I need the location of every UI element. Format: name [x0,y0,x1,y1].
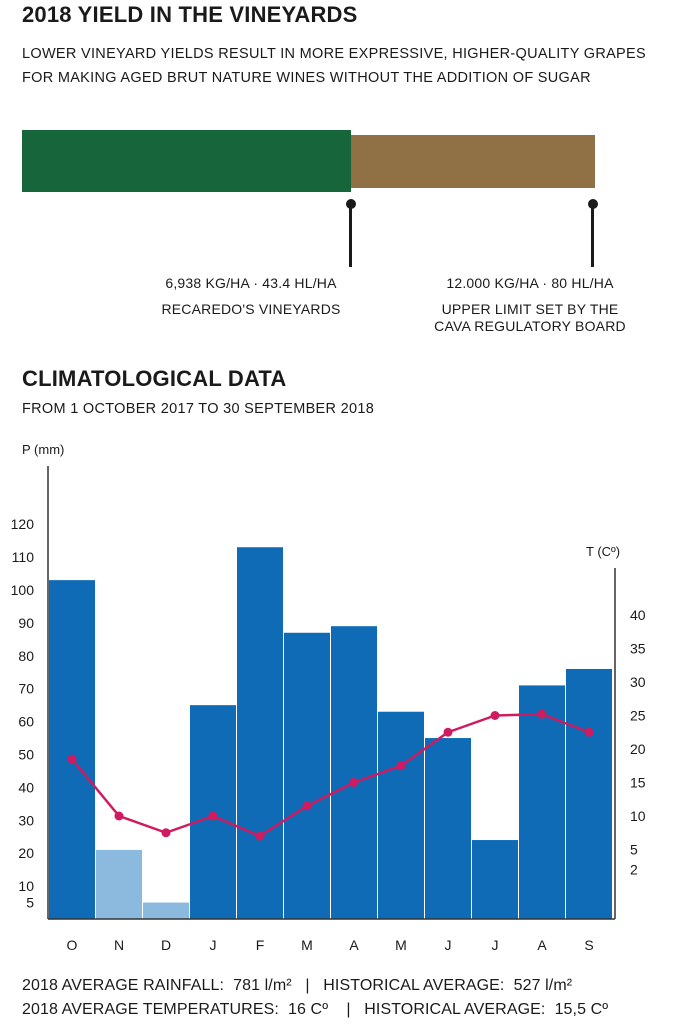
rainfall-bar [49,580,95,919]
limit-label-line1: UPPER LIMIT SET BY THE [441,301,619,317]
rainfall-stats: 2018 AVERAGE RAINFALL: 781 l/m² | HISTOR… [22,977,572,995]
temperature-point [537,709,547,719]
left-tick-label: 60 [18,714,34,730]
temperature-point [114,811,124,821]
rainfall-bar [425,738,471,919]
left-tick-label: 40 [18,779,34,795]
left-tick-label: 80 [18,648,34,664]
rainfall-bar [378,711,424,919]
left-tick-label: 5 [26,895,34,911]
limit-label-line2: CAVA REGULATORY BOARD [434,318,626,334]
rainfall-bar [519,685,565,919]
recaredo-yield-label: RECAREDO'S VINEYARDS [161,301,341,317]
left-tick-label: 90 [18,615,34,631]
temperature-point [443,727,453,737]
rainfall-bars [49,547,612,919]
temperature-point [67,754,77,764]
temperature-line [67,709,594,841]
x-tick-label: D [161,937,171,953]
temperature-point [396,761,406,771]
temperature-point [302,801,312,811]
left-axis-title: P (mm) [22,442,64,457]
temperature-separator: | [346,1001,351,1018]
right-tick-label: 20 [630,741,646,757]
chart-axes [47,466,616,920]
x-tick-label: M [301,937,313,953]
chart-labels: 5102030405060708090100110120251015202530… [11,442,646,953]
limit-yield-label: UPPER LIMIT SET BY THE CAVA REGULATORY B… [400,301,660,335]
recaredo-pin-line [349,204,352,267]
rainfall-hist-value: 527 l/m² [513,977,573,994]
right-axis-title: T (Cº) [586,544,620,559]
right-tick-label: 25 [630,708,646,724]
x-tick-label: F [256,937,265,953]
temperature-label: 2018 AVERAGE TEMPERATURES: [22,1001,279,1018]
right-tick-label: 30 [630,674,646,690]
right-tick-label: 10 [630,808,646,824]
recaredo-yield-value: 6,938 KG/HA · 43.4 HL/HA [165,275,337,291]
rainfall-bar [143,902,189,919]
rainfall-separator: | [305,977,310,994]
right-tick-label: 40 [630,607,646,623]
temperature-point [208,811,218,821]
right-tick-label: 5 [630,842,638,858]
x-tick-label: A [537,937,547,953]
x-tick-label: J [445,937,452,953]
left-tick-label: 50 [18,747,34,763]
x-tick-label: S [584,937,593,953]
climate-chart: 5102030405060708090100110120251015202530… [11,442,646,953]
left-tick-label: 110 [12,549,35,565]
x-tick-label: N [114,937,124,953]
temperature-line-path [71,712,590,838]
temperature-point [349,778,359,787]
left-tick-label: 20 [18,845,34,861]
x-tick-label: J [492,937,499,953]
rainfall-bar [331,626,377,919]
yield-title: 2018 YIELD IN THE VINEYARDS [22,2,358,27]
left-tick-label: 120 [11,516,35,532]
rainfall-hist-label: HISTORICAL AVERAGE: [323,977,505,994]
x-tick-label: A [349,937,359,953]
limit-yield-value: 12.000 KG/HA · 80 HL/HA [446,275,614,291]
x-tick-label: J [210,937,217,953]
climate-title: CLIMATOLOGICAL DATA [22,366,287,391]
yield-description: LOWER VINEYARD YIELDS RESULT IN MORE EXP… [22,46,646,86]
left-tick-label: 70 [18,681,34,697]
climate-subtitle: FROM 1 OCTOBER 2017 TO 30 SEPTEMBER 2018 [22,401,375,417]
temperature-value: 16 Cº [288,1001,329,1018]
left-tick-label: 100 [11,582,35,598]
rainfall-bar [566,668,612,919]
recaredo-yield-bar [22,130,351,192]
x-tick-label: O [67,937,78,953]
temperature-point [584,727,594,737]
right-tick-label: 35 [630,641,646,657]
left-tick-label: 30 [18,812,34,828]
temperature-hist-label: HISTORICAL AVERAGE: [364,1001,546,1018]
limit-pin-line [591,204,594,267]
rainfall-bar [472,840,518,919]
temperature-point [490,711,500,720]
rainfall-value: 781 l/m² [233,977,292,994]
limit-yield-bar [351,135,595,188]
temperature-point [161,828,171,838]
temperature-stats: 2018 AVERAGE TEMPERATURES: 16 Cº | HISTO… [22,1001,608,1019]
rainfall-bar [237,547,283,919]
x-tick-label: M [395,937,407,953]
right-tick-label: 15 [630,775,646,791]
rainfall-bar [284,632,330,919]
left-tick-label: 10 [18,878,34,894]
temperature-hist-value: 15,5 Cº [554,1001,609,1018]
rainfall-label: 2018 AVERAGE RAINFALL: [22,977,225,994]
temperature-point [255,831,265,841]
right-tick-label: 2 [630,862,638,878]
rainfall-bar [96,849,142,919]
